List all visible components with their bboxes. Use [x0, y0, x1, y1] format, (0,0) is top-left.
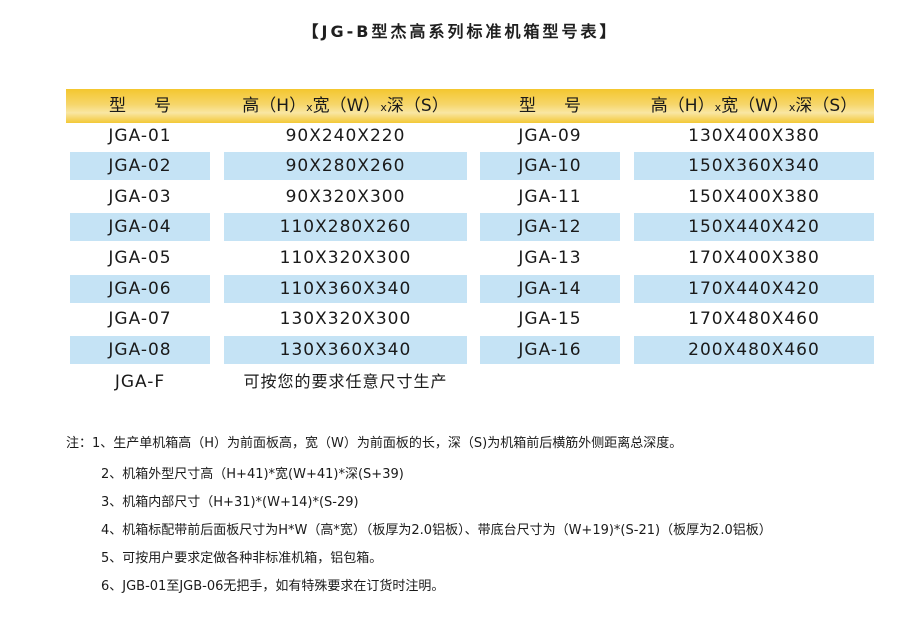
note-line-1: 注：1、生产单机箱高（H）为前面板高，宽（W）为前面板的长，深（S)为机箱前后横… — [66, 436, 683, 451]
note-line-4: 4、机箱标配带前后面板尺寸为H*W（高*宽）（板厚为2.0铝板）、带底台尺寸为（… — [101, 523, 772, 538]
left-model-cell: JGA-03 — [108, 187, 172, 207]
left-dims-cell: 130X360X340 — [224, 336, 467, 364]
custom-model-cell: JGA-F — [114, 372, 166, 392]
right-model-cell: JGA-10 — [480, 152, 620, 180]
right-model-cell: JGA-13 — [518, 248, 582, 268]
header-model-left: 型号 — [109, 96, 171, 116]
table-header-band — [66, 89, 874, 123]
left-model-cell: JGA-08 — [70, 336, 210, 364]
right-model-cell: JGA-12 — [480, 213, 620, 241]
note-line-2: 2、机箱外型尺寸高（H+41)*宽(W+41)*深(S+39) — [101, 467, 404, 482]
right-model-cell: JGA-14 — [480, 275, 620, 303]
left-dims-cell: 90X280X260 — [224, 152, 467, 180]
left-dims-cell: 130X320X300 — [279, 309, 412, 329]
left-dims-cell: 110X280X260 — [224, 213, 467, 241]
right-model-cell: JGA-16 — [480, 336, 620, 364]
header-model-right: 型号 — [519, 96, 581, 116]
right-dims-cell: 170X480X460 — [688, 309, 820, 329]
left-dims-cell: 110X360X340 — [224, 275, 467, 303]
right-dims-cell: 130X400X380 — [688, 126, 820, 146]
right-dims-cell: 150X400X380 — [688, 187, 820, 207]
left-dims-cell: 110X320X300 — [279, 248, 412, 268]
left-model-cell: JGA-02 — [70, 152, 210, 180]
note-line-6: 6、JGB-01至JGB-06无把手，如有特殊要求在订货时注明。 — [101, 579, 445, 594]
left-model-cell: JGA-05 — [108, 248, 172, 268]
header-dims-left: 高（H）x宽（W）x深（S） — [242, 96, 449, 116]
right-dims-cell: 170X400X380 — [688, 248, 820, 268]
left-model-cell: JGA-07 — [108, 309, 172, 329]
left-model-cell: JGA-01 — [108, 126, 172, 146]
note-line-5: 5、可按用户要求定做各种非标准机箱，铝包箱。 — [101, 551, 383, 566]
right-model-cell: JGA-09 — [518, 126, 582, 146]
note-line-3: 3、机箱内部尺寸（H+31)*(W+14)*(S-29) — [101, 495, 359, 510]
right-dims-cell: 200X480X460 — [634, 336, 874, 364]
right-dims-cell: 150X440X420 — [634, 213, 874, 241]
right-dims-cell: 150X360X340 — [634, 152, 874, 180]
left-dims-cell: 90X240X220 — [285, 126, 406, 146]
page-title: 【JG-B型杰高系列标准机箱型号表】 — [302, 22, 619, 41]
right-model-cell: JGA-15 — [518, 309, 582, 329]
right-dims-cell: 170X440X420 — [634, 275, 874, 303]
custom-size-note: 可按您的要求任意尺寸生产 — [243, 372, 448, 391]
left-model-cell: JGA-06 — [70, 275, 210, 303]
left-dims-cell: 90X320X300 — [285, 187, 406, 207]
right-model-cell: JGA-11 — [518, 187, 582, 207]
header-dims-right: 高（H）x宽（W）x深（S） — [650, 96, 858, 116]
left-model-cell: JGA-04 — [70, 213, 210, 241]
